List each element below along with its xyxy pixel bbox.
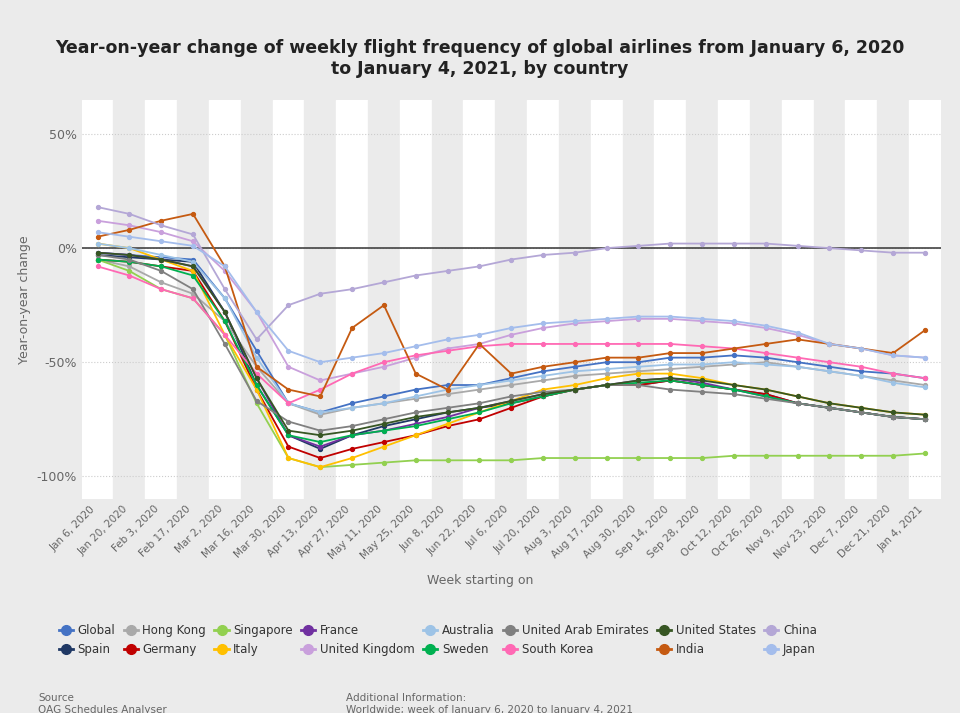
Bar	[177, 100, 209, 499]
Bar	[813, 100, 846, 499]
Bar	[304, 100, 336, 499]
Bar	[368, 100, 399, 499]
Bar	[209, 100, 241, 499]
Bar	[495, 100, 527, 499]
Bar	[846, 100, 877, 499]
Bar	[399, 100, 432, 499]
Bar	[82, 100, 113, 499]
Text: Week starting on: Week starting on	[427, 574, 533, 587]
Bar	[464, 100, 495, 499]
Bar	[273, 100, 304, 499]
Bar	[559, 100, 590, 499]
Y-axis label: Year-on-year change: Year-on-year change	[18, 235, 31, 364]
Bar	[909, 100, 941, 499]
Bar	[623, 100, 655, 499]
Bar	[241, 100, 273, 499]
Bar	[686, 100, 718, 499]
Bar	[877, 100, 909, 499]
Bar	[655, 100, 686, 499]
Bar	[336, 100, 368, 499]
Bar	[145, 100, 177, 499]
Bar	[113, 100, 145, 499]
Text: Additional Information:
Worldwide; week of January 6, 2020 to January 4, 2021: Additional Information: Worldwide; week …	[346, 693, 633, 713]
Bar	[781, 100, 813, 499]
Legend: Global, Spain, Hong Kong, Germany, Singapore, Italy, France, United Kingdom, Aus: Global, Spain, Hong Kong, Germany, Singa…	[54, 620, 822, 661]
Text: Year-on-year change of weekly flight frequency of global airlines from January 6: Year-on-year change of weekly flight fre…	[56, 39, 904, 78]
Bar	[432, 100, 464, 499]
Text: Source
OAG Schedules Analyser
© Statista 2022: Source OAG Schedules Analyser © Statista…	[38, 693, 167, 713]
Bar	[590, 100, 623, 499]
Bar	[718, 100, 750, 499]
Bar	[750, 100, 781, 499]
Bar	[527, 100, 559, 499]
